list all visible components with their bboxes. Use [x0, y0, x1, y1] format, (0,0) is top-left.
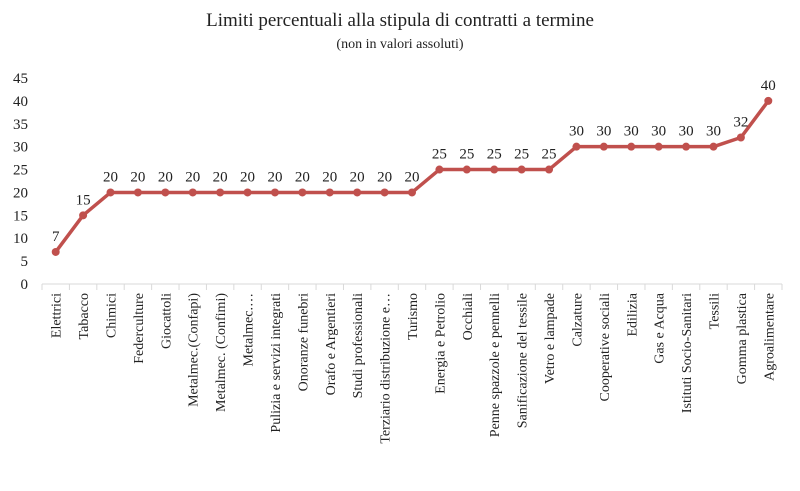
- data-label: 15: [76, 192, 91, 208]
- data-point: [353, 188, 362, 197]
- data-label: 25: [432, 147, 447, 163]
- data-point: [51, 247, 60, 256]
- x-tick-label: Terziario distribuzione e…: [379, 293, 394, 444]
- data-label: 32: [733, 115, 748, 131]
- data-label: 30: [624, 124, 639, 140]
- data-point: [462, 165, 471, 174]
- data-point: [627, 142, 636, 151]
- data-point: [517, 165, 526, 174]
- data-label: 40: [761, 78, 776, 94]
- data-label: 30: [706, 124, 721, 140]
- data-point: [270, 188, 279, 197]
- data-label: 20: [103, 169, 118, 185]
- x-tick-label: Vetro e lampade: [543, 293, 558, 384]
- data-label: 20: [213, 169, 228, 185]
- y-tick-label: 15: [13, 208, 28, 224]
- x-tick-label: Chimici: [105, 293, 120, 338]
- y-tick-label: 25: [13, 163, 28, 179]
- data-point: [161, 188, 170, 197]
- y-tick-label: 20: [13, 185, 28, 201]
- x-tick-label: Federculture: [132, 293, 147, 364]
- data-label: 20: [130, 169, 145, 185]
- data-label: 30: [679, 124, 694, 140]
- x-tick-label: Tessili: [707, 293, 722, 329]
- x-tick-label: Elettrici: [50, 293, 65, 338]
- data-point: [243, 188, 252, 197]
- data-label: 25: [542, 147, 557, 163]
- x-tick-label: Tabacco: [77, 293, 92, 339]
- y-tick-label: 35: [13, 117, 28, 133]
- data-point: [435, 165, 444, 174]
- data-label: 20: [377, 169, 392, 185]
- x-tick-label: Energia e Petrolio: [433, 293, 448, 394]
- x-tick-label: Occhiali: [461, 293, 476, 341]
- data-label: 25: [459, 147, 474, 163]
- data-label: 7: [52, 229, 60, 245]
- chart-subtitle: (non in valori assoluti): [336, 37, 464, 52]
- x-tick-label: Giocattoli: [159, 293, 174, 349]
- data-point: [599, 142, 608, 151]
- x-tick-label: Istituti Socio-Sanitari: [680, 293, 695, 413]
- data-point: [490, 165, 499, 174]
- y-tick-label: 40: [13, 94, 28, 110]
- data-point: [298, 188, 307, 197]
- data-point: [572, 142, 581, 151]
- x-tick-label: Cooperative sociali: [598, 293, 613, 402]
- data-point: [106, 188, 115, 197]
- data-point: [545, 165, 554, 174]
- data-point: [380, 188, 389, 197]
- data-point: [654, 142, 663, 151]
- data-label: 25: [487, 147, 502, 163]
- data-label: 20: [185, 169, 200, 185]
- x-tick-label: Orafo e Argentieri: [324, 293, 339, 395]
- data-points: [51, 96, 773, 256]
- x-tick-label: Sanificazione del tessile: [516, 293, 531, 428]
- data-point: [764, 96, 773, 105]
- x-axis-tick-marks: [41, 284, 783, 290]
- data-point: [736, 133, 745, 142]
- y-tick-label: 30: [13, 140, 28, 156]
- x-tick-label: Onoranze funebri: [296, 293, 311, 391]
- data-label: 20: [158, 169, 173, 185]
- x-tick-label: Metalmec.…: [242, 293, 257, 366]
- data-point: [79, 211, 88, 220]
- data-point: [216, 188, 225, 197]
- x-tick-label: Calzature: [570, 293, 585, 347]
- x-tick-label: Edilizia: [625, 292, 640, 336]
- data-label: 30: [651, 124, 666, 140]
- x-tick-label: Metalmec.(Confapi): [187, 293, 202, 407]
- y-tick-label: 5: [21, 254, 29, 270]
- x-tick-label: Gomma plastica: [735, 292, 750, 384]
- x-axis-labels: Elettrici Tabacco Chimici Federculture Gioca…: [50, 292, 778, 443]
- y-tick-label: 0: [21, 277, 29, 293]
- data-label: 20: [295, 169, 310, 185]
- data-label: 20: [267, 169, 282, 185]
- x-tick-label: Gas e Acqua: [653, 292, 668, 364]
- x-tick-label: Pulizia e servizi integrati: [269, 293, 284, 433]
- chart-title: Limiti percentuali alla stipula di contr…: [206, 10, 594, 31]
- data-label: 20: [350, 169, 365, 185]
- data-label: 20: [240, 169, 255, 185]
- data-label: 30: [596, 124, 611, 140]
- x-tick-label: Metalmec. (Confimi): [214, 293, 229, 412]
- y-tick-label: 45: [13, 71, 28, 87]
- data-point: [133, 188, 142, 197]
- y-axis-ticks: 0 5 10 15 20 25 30 35 40 45: [13, 71, 28, 293]
- x-tick-label: Turismo: [406, 293, 421, 340]
- data-point: [325, 188, 334, 197]
- data-labels: 7 15 20 20 20 20 20 20 20 20 20 20 20 20 25 25 25 25 25 30 3…: [52, 78, 776, 245]
- y-tick-label: 10: [13, 231, 28, 247]
- x-tick-label: Penne spazzole e pennelli: [488, 293, 503, 437]
- data-point: [709, 142, 718, 151]
- data-label: 20: [405, 169, 420, 185]
- data-point: [408, 188, 416, 197]
- data-point: [188, 188, 197, 197]
- data-label: 25: [514, 147, 529, 163]
- data-point: [682, 142, 691, 151]
- data-label: 30: [569, 124, 584, 140]
- x-tick-label: Agroalimentare: [762, 293, 777, 381]
- x-tick-label: Studi professionali: [351, 293, 366, 398]
- data-label: 20: [322, 169, 337, 185]
